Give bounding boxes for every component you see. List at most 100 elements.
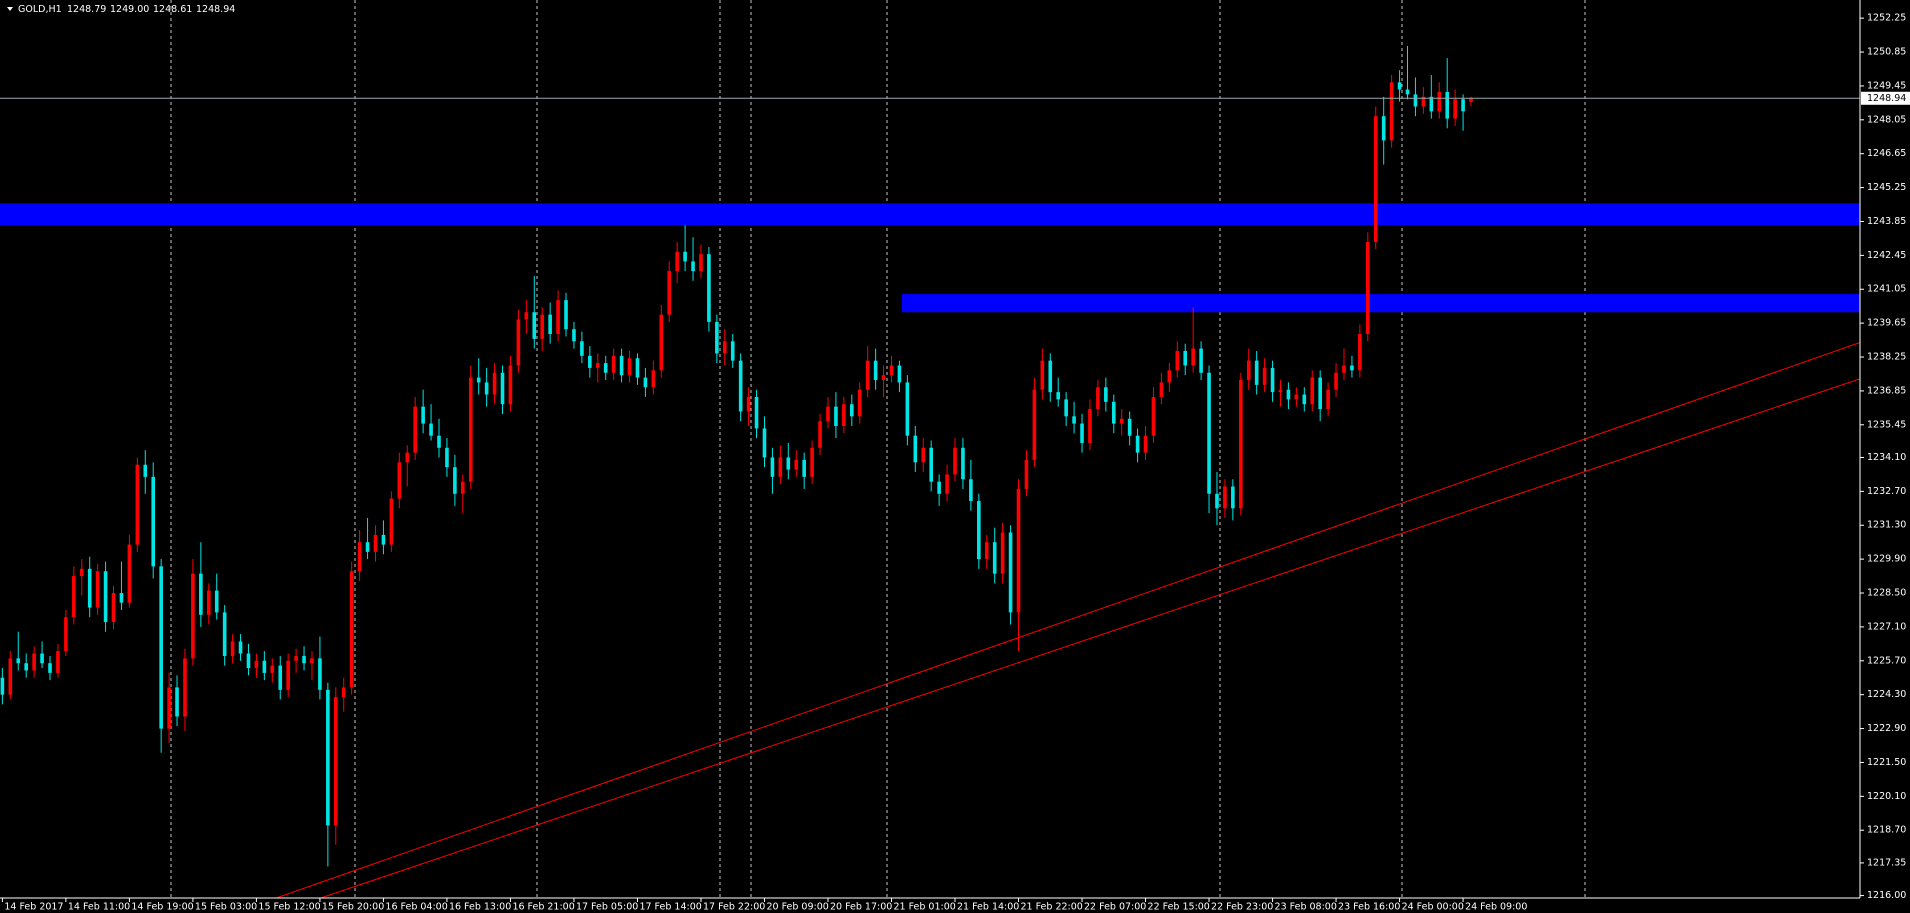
candle-body [56, 651, 60, 673]
candle-body [95, 571, 100, 608]
x-tick-label: 20 Feb 17:00 [830, 902, 892, 913]
y-tick-label: 1246.65 [1867, 148, 1906, 159]
candle-body [1032, 389, 1037, 460]
candle-body [1127, 418, 1132, 436]
trendline [320, 378, 1860, 898]
candle-body [818, 421, 822, 448]
x-tick-label: 21 Feb 14:00 [957, 902, 1019, 913]
x-tick-label: 17 Feb 05:00 [576, 902, 638, 913]
candle-body [1191, 348, 1195, 366]
candle-body [1310, 377, 1315, 405]
x-tick-label: 14 Feb 19:00 [131, 902, 193, 913]
x-tick-label: 24 Feb 00:00 [1402, 902, 1464, 913]
candle-body [143, 464, 148, 477]
candle-body [103, 571, 108, 623]
candle-body [270, 665, 275, 673]
open-label: 1248.79 [67, 4, 106, 15]
candle-body [191, 573, 195, 659]
candle-body [230, 641, 235, 656]
candle-body [850, 404, 854, 417]
symbol: GOLD,H1 [18, 4, 62, 15]
candle-body [588, 355, 592, 368]
candle-body [389, 498, 394, 545]
candle-body [1088, 409, 1092, 443]
candle-body [794, 459, 799, 470]
candle-body [961, 447, 965, 480]
candle-body [516, 319, 521, 366]
candle-body [572, 329, 576, 342]
candle-body [683, 251, 687, 262]
candle-body [865, 360, 870, 390]
candle-body [206, 590, 211, 615]
candle-body [635, 358, 640, 378]
y-tick-label: 1217.35 [1867, 857, 1906, 868]
candle-body [222, 612, 227, 656]
candle-body [1111, 401, 1116, 424]
candle-body [881, 375, 886, 381]
x-tick-label: 21 Feb 22:00 [1021, 902, 1083, 913]
x-tick-label: 22 Feb 23:00 [1211, 902, 1273, 913]
candle-body [262, 660, 267, 673]
candle-body [1350, 365, 1354, 371]
candle-body [889, 365, 894, 376]
candle-body [1262, 367, 1267, 385]
candle-body [1429, 96, 1434, 112]
candle-body [913, 435, 918, 463]
candle-body [842, 404, 846, 427]
candle-body [167, 687, 171, 729]
candle-body [699, 254, 703, 272]
x-tick-label: 15 Feb 03:00 [195, 902, 257, 913]
candle-body [381, 534, 386, 545]
trendline [276, 342, 1860, 898]
candle-body [738, 360, 743, 412]
y-tick-label: 1236.85 [1867, 385, 1906, 396]
candle-body [707, 254, 711, 322]
candle-body [770, 457, 775, 477]
candle-body [1167, 370, 1172, 383]
candle-body [405, 452, 410, 463]
candle-body [119, 593, 124, 603]
high-label: 1249.00 [110, 4, 149, 15]
candle-body [969, 479, 973, 502]
x-tick-label: 22 Feb 15:00 [1148, 902, 1210, 913]
candle-body [429, 423, 433, 436]
candle-body [905, 382, 910, 436]
candle-body [1421, 96, 1426, 107]
candle-body [64, 617, 68, 652]
candle-body [72, 576, 76, 618]
candle-body [1207, 372, 1211, 494]
candle-body [1231, 486, 1235, 509]
candle-body [1326, 389, 1330, 410]
candle-body [953, 447, 957, 475]
candle-body [1318, 377, 1322, 410]
candle-body [214, 590, 219, 613]
candle-body [619, 355, 624, 376]
candle-body [1254, 360, 1259, 385]
candle-body [183, 658, 187, 717]
candle-body [349, 571, 354, 688]
candle-body [984, 542, 989, 560]
candle-body [786, 457, 791, 470]
candle-body [1175, 350, 1180, 371]
candle-body [492, 372, 497, 395]
candle-body [778, 457, 783, 477]
candle-body [294, 655, 298, 661]
candle-body [413, 406, 417, 453]
x-tick-label: 24 Feb 09:00 [1465, 902, 1527, 913]
x-tick-label: 22 Feb 07:00 [1084, 902, 1146, 913]
candle-body [1040, 360, 1045, 390]
y-tick-label: 1245.25 [1867, 182, 1906, 193]
candle-body [357, 542, 362, 572]
y-tick-label: 1250.85 [1867, 47, 1906, 58]
menu-arrow [7, 7, 13, 11]
y-tick-label: 1218.70 [1867, 825, 1906, 836]
candle-body [246, 653, 251, 669]
candle-body [500, 372, 505, 405]
candle-body [127, 544, 132, 603]
candle-body [254, 660, 259, 669]
candle-body [1270, 367, 1275, 393]
zone [0, 203, 1860, 226]
candle-body [540, 314, 545, 339]
candle-body [651, 370, 656, 388]
